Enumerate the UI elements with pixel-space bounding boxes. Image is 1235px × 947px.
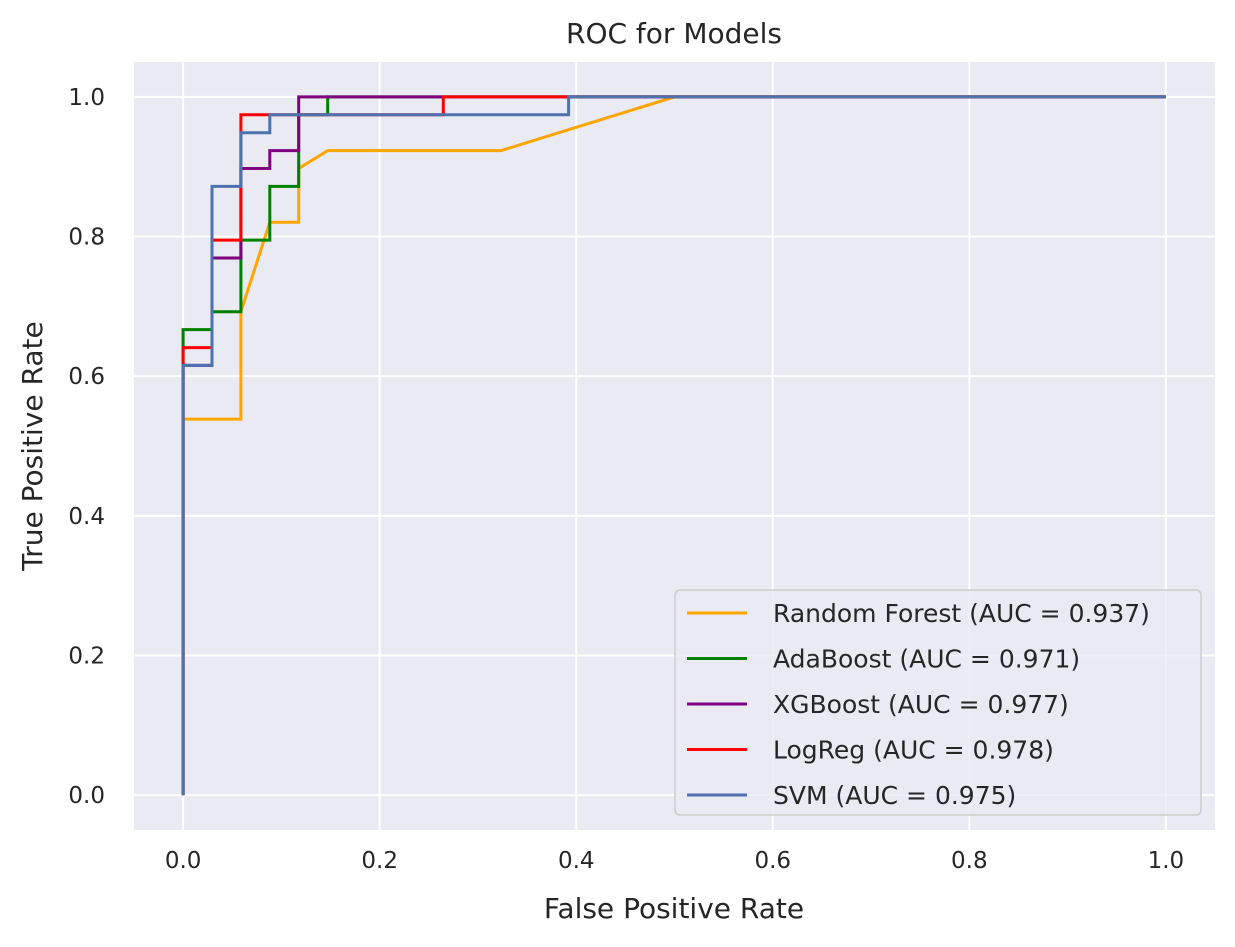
roc-series-line-0 (181, 95, 1166, 796)
y-axis-label: True Positive Rate (16, 321, 49, 571)
x-axis-label: False Positive Rate (544, 892, 804, 925)
x-tick-label: 0.2 (361, 848, 398, 874)
x-tick-label: 1.0 (1148, 848, 1185, 874)
legend-entry-label: LogReg (AUC = 0.978) (773, 736, 1054, 765)
y-tick-label: 0.6 (68, 364, 105, 390)
grid (134, 62, 1215, 830)
legend-entry-label: XGBoost (AUC = 0.977) (773, 690, 1069, 719)
y-tick-label: 0.0 (68, 783, 105, 809)
legend: Random Forest (AUC = 0.937) AdaBoost (AUC… (674, 589, 1202, 816)
x-tick-label: 0.8 (951, 848, 988, 874)
y-tick-label: 0.8 (68, 225, 105, 251)
roc-series-line-4 (181, 95, 1166, 796)
y-tick-label: 1.0 (68, 85, 105, 111)
series-lines (181, 95, 1166, 796)
chart-title: ROC for Models (566, 17, 782, 50)
tick-labels: 0.0 0.2 0.4 0.6 0.8 1.0 0.0 0.2 0.4 0.6 0.8 1.0 (68, 85, 1184, 874)
legend-entry-label: SVM (AUC = 0.975) (773, 781, 1016, 810)
y-tick-label: 0.2 (68, 643, 105, 669)
x-tick-label: 0.6 (754, 848, 791, 874)
legend-entry-label: AdaBoost (AUC = 0.971) (773, 645, 1080, 674)
x-tick-label: 0.0 (165, 848, 202, 874)
legend-entry-label: Random Forest (AUC = 0.937) (773, 599, 1150, 628)
x-tick-label: 0.4 (558, 848, 595, 874)
y-tick-label: 0.4 (68, 504, 105, 530)
legend-box (674, 589, 1202, 816)
